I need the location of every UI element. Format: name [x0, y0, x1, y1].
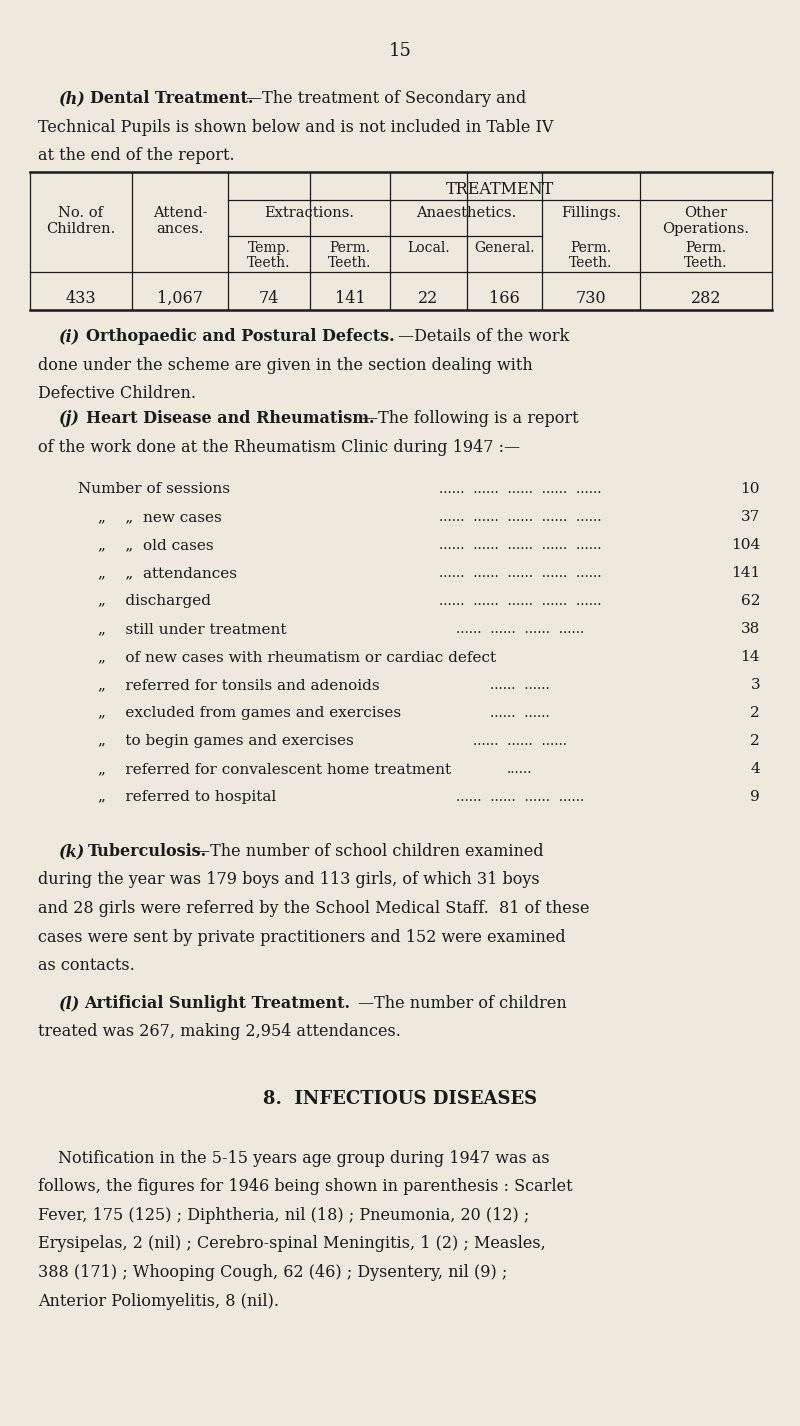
Text: 388 (171) ; Whooping Cough, 62 (46) ; Dysentery, nil (9) ;: 388 (171) ; Whooping Cough, 62 (46) ; Dy… [38, 1263, 507, 1281]
Text: Orthopaedic and Postural Defects.: Orthopaedic and Postural Defects. [86, 328, 394, 345]
Text: Extractions.: Extractions. [264, 205, 354, 220]
Text: „    excluded from games and exercises: „ excluded from games and exercises [98, 706, 401, 720]
Text: „    „  old cases: „ „ old cases [98, 538, 214, 552]
Text: „    referred to hospital: „ referred to hospital [98, 790, 276, 804]
Text: „    „  new cases: „ „ new cases [98, 511, 222, 523]
Text: ......  ......  ......  ......  ......: ...... ...... ...... ...... ...... [438, 538, 602, 552]
Text: Tuberculosis.: Tuberculosis. [88, 843, 207, 860]
Text: (h): (h) [58, 90, 85, 107]
Text: General.: General. [474, 241, 534, 255]
Text: 9: 9 [750, 790, 760, 804]
Text: Number of sessions: Number of sessions [78, 482, 230, 496]
Text: 74: 74 [259, 289, 279, 307]
Text: ......  ......  ......  ......: ...... ...... ...... ...... [456, 790, 584, 804]
Text: 433: 433 [66, 289, 96, 307]
Text: follows, the figures for 1946 being shown in parenthesis : Scarlet: follows, the figures for 1946 being show… [38, 1178, 573, 1195]
Text: (j): (j) [58, 411, 79, 426]
Text: TREATMENT: TREATMENT [446, 181, 554, 198]
Text: ......  ......  ......  ......  ......: ...... ...... ...... ...... ...... [438, 482, 602, 496]
Text: 282: 282 [690, 289, 722, 307]
Text: 730: 730 [576, 289, 606, 307]
Text: —The number of school children examined: —The number of school children examined [194, 843, 544, 860]
Text: —The treatment of Secondary and: —The treatment of Secondary and [246, 90, 526, 107]
Text: 10: 10 [741, 482, 760, 496]
Text: No. of: No. of [58, 205, 103, 220]
Text: (k): (k) [58, 843, 84, 860]
Text: —The following is a report: —The following is a report [362, 411, 578, 426]
Text: Dental Treatment.: Dental Treatment. [90, 90, 254, 107]
Text: during the year was 179 boys and 113 girls, of which 31 boys: during the year was 179 boys and 113 gir… [38, 871, 540, 888]
Text: „    „  attendances: „ „ attendances [98, 566, 237, 580]
Text: Other: Other [685, 205, 727, 220]
Text: Anterior Poliomyelitis, 8 (nil).: Anterior Poliomyelitis, 8 (nil). [38, 1292, 279, 1309]
Text: 4: 4 [750, 761, 760, 776]
Text: ......: ...... [507, 761, 533, 776]
Text: (i): (i) [58, 328, 79, 345]
Text: Children.: Children. [46, 222, 116, 235]
Text: Perm.: Perm. [570, 241, 611, 255]
Text: „    of new cases with rheumatism or cardiac defect: „ of new cases with rheumatism or cardia… [98, 650, 496, 665]
Text: ......  ......  ......  ......  ......: ...... ...... ...... ...... ...... [438, 566, 602, 580]
Text: ......  ......  ......: ...... ...... ...... [473, 734, 567, 749]
Text: 14: 14 [741, 650, 760, 665]
Text: 166: 166 [489, 289, 520, 307]
Text: 2: 2 [750, 706, 760, 720]
Text: Perm.: Perm. [686, 241, 726, 255]
Text: Erysipelas, 2 (nil) ; Cerebro-spinal Meningitis, 1 (2) ; Measles,: Erysipelas, 2 (nil) ; Cerebro-spinal Men… [38, 1235, 546, 1252]
Text: and 28 girls were referred by the School Medical Staff.  81 of these: and 28 girls were referred by the School… [38, 900, 590, 917]
Text: 8.  INFECTIOUS DISEASES: 8. INFECTIOUS DISEASES [263, 1089, 537, 1108]
Text: Technical Pupils is shown below and is not included in Table IV: Technical Pupils is shown below and is n… [38, 118, 554, 135]
Text: at the end of the report.: at the end of the report. [38, 147, 234, 164]
Text: Anaesthetics.: Anaesthetics. [416, 205, 516, 220]
Text: 37: 37 [741, 511, 760, 523]
Text: „    discharged: „ discharged [98, 595, 211, 607]
Text: 38: 38 [741, 622, 760, 636]
Text: Teeth.: Teeth. [570, 257, 613, 270]
Text: ......  ......  ......  ......  ......: ...... ...... ...... ...... ...... [438, 595, 602, 607]
Text: ......  ......: ...... ...... [490, 677, 550, 692]
Text: 15: 15 [389, 41, 411, 60]
Text: (l): (l) [58, 995, 79, 1012]
Text: ......  ......  ......  ......  ......: ...... ...... ...... ...... ...... [438, 511, 602, 523]
Text: cases were sent by private practitioners and 152 were examined: cases were sent by private practitioners… [38, 928, 566, 945]
Text: 141: 141 [730, 566, 760, 580]
Text: treated was 267, making 2,954 attendances.: treated was 267, making 2,954 attendance… [38, 1024, 401, 1041]
Text: 1,067: 1,067 [157, 289, 203, 307]
Text: 104: 104 [730, 538, 760, 552]
Text: Heart Disease and Rheumatism.: Heart Disease and Rheumatism. [86, 411, 374, 426]
Text: Perm.: Perm. [330, 241, 370, 255]
Text: Teeth.: Teeth. [684, 257, 728, 270]
Text: —Details of the work: —Details of the work [398, 328, 570, 345]
Text: ......  ......  ......  ......: ...... ...... ...... ...... [456, 622, 584, 636]
Text: of the work done at the Rheumatism Clinic during 1947 :—: of the work done at the Rheumatism Clini… [38, 439, 520, 455]
Text: Teeth.: Teeth. [328, 257, 372, 270]
Text: Teeth.: Teeth. [247, 257, 290, 270]
Text: Temp.: Temp. [248, 241, 290, 255]
Text: Notification in the 5-15 years age group during 1947 was as: Notification in the 5-15 years age group… [58, 1149, 550, 1166]
Text: 22: 22 [418, 289, 438, 307]
Text: ances.: ances. [156, 222, 204, 235]
Text: ......  ......: ...... ...... [490, 706, 550, 720]
Text: „    to begin games and exercises: „ to begin games and exercises [98, 734, 354, 749]
Text: Attend-: Attend- [153, 205, 207, 220]
Text: 2: 2 [750, 734, 760, 749]
Text: 62: 62 [741, 595, 760, 607]
Text: Operations.: Operations. [662, 222, 750, 235]
Text: Defective Children.: Defective Children. [38, 385, 196, 402]
Text: „    referred for tonsils and adenoids: „ referred for tonsils and adenoids [98, 677, 380, 692]
Text: Artificial Sunlight Treatment.: Artificial Sunlight Treatment. [84, 995, 350, 1012]
Text: 141: 141 [334, 289, 366, 307]
Text: 3: 3 [750, 677, 760, 692]
Text: Fillings.: Fillings. [561, 205, 621, 220]
Text: „    referred for convalescent home treatment: „ referred for convalescent home treatme… [98, 761, 451, 776]
Text: Local.: Local. [407, 241, 450, 255]
Text: Fever, 175 (125) ; Diphtheria, nil (18) ; Pneumonia, 20 (12) ;: Fever, 175 (125) ; Diphtheria, nil (18) … [38, 1206, 530, 1224]
Text: done under the scheme are given in the section dealing with: done under the scheme are given in the s… [38, 356, 533, 374]
Text: —The number of children: —The number of children [358, 995, 566, 1012]
Text: as contacts.: as contacts. [38, 957, 134, 974]
Text: „    still under treatment: „ still under treatment [98, 622, 286, 636]
